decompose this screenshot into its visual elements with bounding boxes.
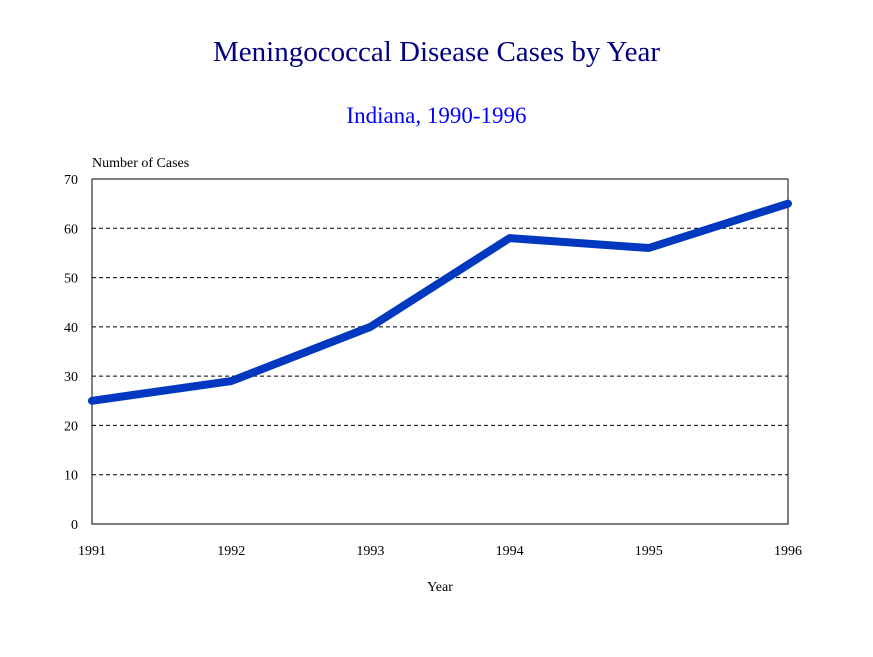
x-tick-label: 1992 xyxy=(217,544,245,559)
y-tick-label: 10 xyxy=(64,469,78,484)
x-tick-label: 1996 xyxy=(774,544,802,559)
x-tick-label: 1993 xyxy=(356,544,384,559)
chart-title: Meningococcal Disease Cases by Year xyxy=(213,36,660,68)
x-tick-label: 1994 xyxy=(496,544,524,559)
chart-subtitle: Indiana, 1990-1996 xyxy=(346,103,527,128)
y-tick-labels: 0 10 20 30 40 50 60 70 xyxy=(64,173,78,533)
y-tick-label: 20 xyxy=(64,419,78,434)
y-tick-label: 30 xyxy=(64,370,78,385)
series-line xyxy=(88,199,792,405)
y-tick-label: 0 xyxy=(71,518,78,533)
y-axis-label: Number of Cases xyxy=(92,156,189,171)
series-group xyxy=(88,199,792,405)
plot-area-frame xyxy=(91,178,789,525)
x-axis-label: Year xyxy=(427,580,453,595)
x-tick-labels: 1991 1992 1993 1994 1995 1996 xyxy=(78,544,802,559)
y-tick-label: 70 xyxy=(64,173,78,188)
y-tick-label: 40 xyxy=(64,321,78,336)
y-tick-label: 60 xyxy=(64,222,78,237)
x-tick-label: 1991 xyxy=(78,544,106,559)
gridlines xyxy=(92,227,788,476)
y-tick-label: 50 xyxy=(64,272,78,287)
x-tick-label: 1995 xyxy=(635,544,663,559)
